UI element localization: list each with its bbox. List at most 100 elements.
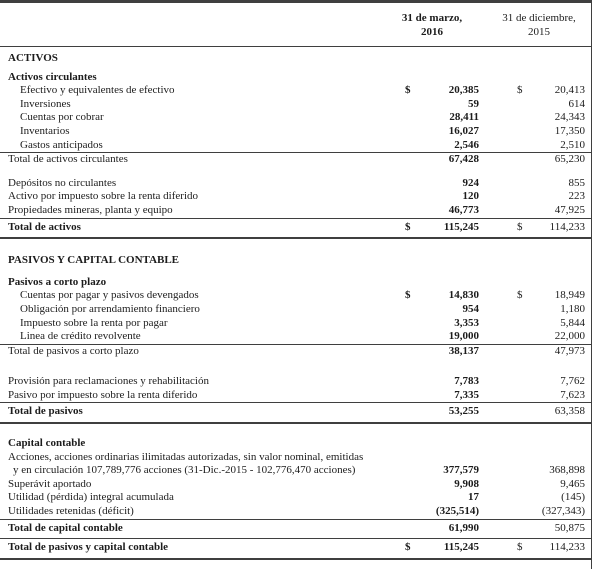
- value-2015: 20,413: [554, 84, 585, 97]
- table-row: Provisión para reclamaciones y rehabilit…: [0, 375, 591, 389]
- value-2015: 2,510: [560, 138, 585, 151]
- row-label: Obligación por arrendamiento financiero: [20, 302, 200, 315]
- value-2015: 47,925: [554, 203, 585, 216]
- row-label: Acciones, acciones ordinarias ilimitadas…: [8, 450, 364, 463]
- row-label: Capital contable: [8, 437, 86, 450]
- row-label: PASIVOS Y CAPITAL CONTABLE: [8, 254, 180, 267]
- table-row: y en circulación 107,789,776 acciones (3…: [0, 464, 591, 478]
- row-label: Pasivo por impuesto sobre la renta difer…: [8, 388, 198, 401]
- currency-symbol-2015: $: [517, 541, 523, 554]
- value-2016: 20,385: [448, 84, 479, 97]
- value-2015: 223: [568, 190, 586, 203]
- section-row: Activos circulantes: [0, 71, 591, 85]
- table-row: Total de activos $115,245 $114,233: [0, 219, 591, 240]
- table-row: Depósitos no circulantes 924 855: [0, 177, 591, 191]
- currency-symbol-2015: $: [517, 289, 523, 302]
- column-header-2016-line2: 2016: [421, 26, 443, 38]
- value-2015: 7,623: [560, 388, 585, 401]
- section-row: ACTIVOS: [0, 52, 591, 66]
- table-row: Inversiones 59 614: [0, 98, 591, 112]
- value-2015: 114,233: [549, 541, 585, 554]
- value-2016: 120: [462, 190, 480, 203]
- table-row: Total de pasivos 53,255 63,358: [0, 403, 591, 425]
- currency-symbol-2016: $: [405, 220, 411, 233]
- table-row: Total de pasivos y capital contable $115,…: [0, 539, 591, 560]
- value-2016: 59: [468, 97, 479, 110]
- column-header-2016-line1: 31 de marzo,: [401, 12, 463, 24]
- table-body: ACTIVOS Activos circulantes Efectivo y equ…: [0, 52, 591, 560]
- currency-symbol-2016: $: [405, 541, 411, 554]
- table-row: Inventarios 16,027 17,350: [0, 125, 591, 139]
- value-2015: 9,465: [560, 477, 585, 490]
- value-2016: 2,546: [454, 138, 479, 151]
- table-row: Superávit aportado 9,908 9,465: [0, 478, 591, 492]
- section-row: Pasivos a corto plazo: [0, 276, 591, 290]
- table-row: Propiedades mineras, planta y equipo 46,7…: [0, 204, 591, 219]
- value-2015: 614: [568, 97, 586, 110]
- row-label: Utilidades retenidas (déficit): [8, 505, 134, 518]
- value-2015: 24,343: [554, 111, 585, 124]
- value-2015: (145): [561, 491, 585, 504]
- row-label: Total de pasivos y capital contable: [8, 541, 169, 554]
- column-header-2015: 31 de diciembre, 2015: [491, 11, 587, 39]
- value-2016: 7,783: [454, 375, 479, 388]
- row-label: Total de pasivos: [8, 405, 83, 418]
- value-2016: 115,245: [443, 541, 479, 554]
- value-2015: 47,973: [554, 344, 585, 357]
- table-row: Gastos anticipados 2,546 2,510: [0, 139, 591, 154]
- row-label: Pasivos a corto plazo: [8, 275, 107, 288]
- row-label: Impuesto sobre la renta por pagar: [20, 316, 168, 329]
- column-header-2015-line1: 31 de diciembre,: [502, 12, 576, 24]
- row-label: Efectivo y equivalentes de efectivo: [20, 84, 175, 97]
- value-2016: 954: [462, 302, 480, 315]
- value-2015: 50,875: [554, 521, 585, 534]
- table-row: Pasivo por impuesto sobre la renta difer…: [0, 389, 591, 404]
- row-label: y en circulación 107,789,776 acciones (3…: [13, 464, 356, 477]
- value-2016: 46,773: [448, 203, 479, 216]
- value-2015: 855: [568, 176, 586, 189]
- table-row: Acciones, acciones ordinarias ilimitadas…: [0, 451, 591, 465]
- table-row: Efectivo y equivalentes de efectivo $20,3…: [0, 84, 591, 98]
- table-row: Utilidades retenidas (déficit) (325,514) (…: [0, 505, 591, 520]
- table-row: Total de capital contable 61,990 50,875: [0, 520, 591, 540]
- row-label: ACTIVOS: [8, 52, 58, 64]
- value-2016: 924: [462, 176, 480, 189]
- table-row: Cuentas por pagar y pasivos devengados $1…: [0, 289, 591, 303]
- table-row: Activo por impuesto sobre la renta difer…: [0, 190, 591, 204]
- row-label: Total de capital contable: [8, 521, 123, 534]
- value-2016: 19,000: [448, 330, 479, 343]
- table-row: Linea de crédito revolvente 19,000 22,000: [0, 330, 591, 345]
- value-2016: 14,830: [448, 289, 479, 302]
- value-2015: 63,358: [554, 405, 585, 418]
- row-label: Cuentas por cobrar: [20, 111, 104, 124]
- value-2016: 53,255: [448, 405, 479, 418]
- value-2015: 114,233: [549, 220, 585, 233]
- value-2015: 18,949: [554, 289, 585, 302]
- row-label: Activos circulantes: [8, 70, 97, 83]
- table-row: Total de activos circulantes 67,428 65,230: [0, 153, 591, 167]
- value-2015: 7,762: [560, 375, 585, 388]
- row-label: Linea de crédito revolvente: [20, 330, 141, 343]
- table-row: Total de pasivos a corto plazo 38,137 47,9…: [0, 345, 591, 359]
- value-2015: 1,180: [560, 302, 585, 315]
- row-label: Depósitos no circulantes: [8, 176, 117, 189]
- table-row: Impuesto sobre la renta por pagar 3,353 5,…: [0, 317, 591, 331]
- row-label: Utilidad (pérdida) integral acumulada: [8, 491, 174, 504]
- value-2016: 377,579: [443, 464, 479, 477]
- table-row: Obligación por arrendamiento financiero 9…: [0, 303, 591, 317]
- row-label: Total de pasivos a corto plazo: [8, 344, 139, 357]
- row-label: Cuentas por pagar y pasivos devengados: [20, 289, 199, 302]
- currency-symbol-2015: $: [517, 220, 523, 233]
- table-row: Utilidad (pérdida) integral acumulada 17 (…: [0, 491, 591, 505]
- value-2016: 9,908: [454, 477, 479, 490]
- currency-symbol-2015: $: [517, 84, 523, 97]
- row-label: Total de activos circulantes: [8, 153, 128, 166]
- value-2015: 65,230: [554, 153, 585, 166]
- section-row: PASIVOS Y CAPITAL CONTABLE: [0, 254, 591, 268]
- value-2016: 28,411: [449, 111, 479, 124]
- row-label: Activo por impuesto sobre la renta difer…: [8, 190, 199, 203]
- value-2016: 16,027: [448, 124, 479, 137]
- row-label: Inversiones: [20, 97, 71, 110]
- column-header-2015-line2: 2015: [528, 26, 550, 38]
